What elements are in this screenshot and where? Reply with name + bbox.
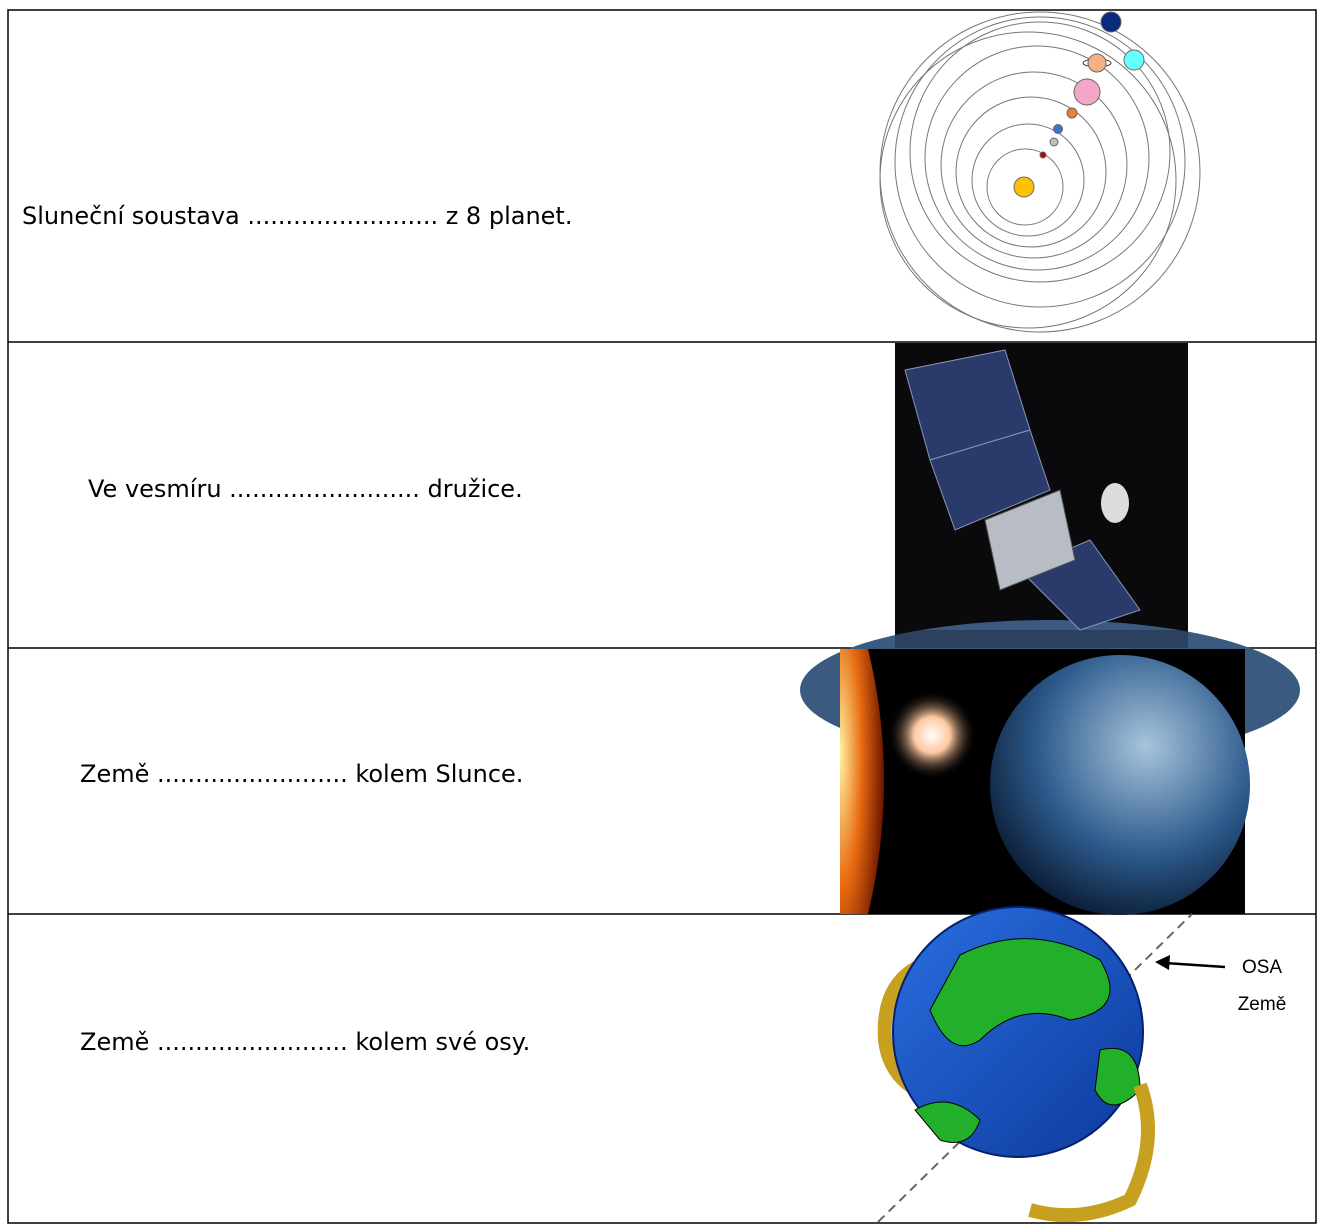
- table-border: [7, 9, 1317, 1224]
- solar-system-illustration: [879, 11, 1201, 333]
- sentence: Země ......................... kolem své…: [80, 1028, 530, 1056]
- sentence: Země ......................... kolem Slu…: [80, 760, 523, 788]
- axis-label: OSA: [1242, 957, 1282, 978]
- axis-label: Země: [1238, 994, 1287, 1015]
- planets: [1013, 11, 1145, 198]
- sentence: Ve vesmíru ......................... dru…: [88, 475, 523, 503]
- rotating-globe-illustration: [877, 906, 1226, 1223]
- sun-earth-photo: [840, 649, 1250, 915]
- sentence: Sluneční soustava ......................…: [22, 202, 572, 230]
